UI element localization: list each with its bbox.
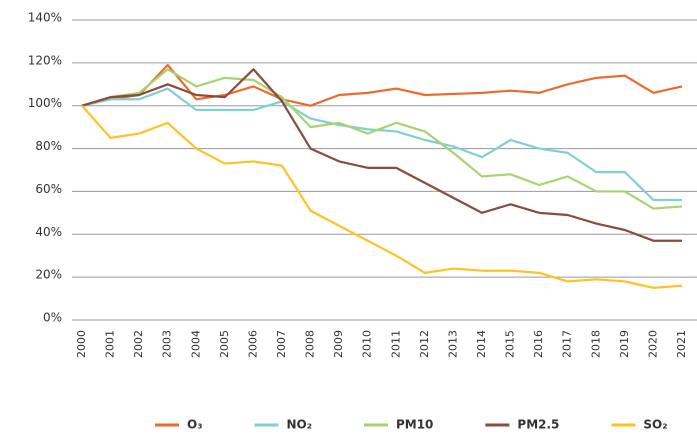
x-tick-label: 2017 <box>561 330 574 358</box>
x-tick-label: 2021 <box>675 330 688 358</box>
line-series <box>81 63 683 107</box>
x-tick-label: 2006 <box>246 330 259 358</box>
x-tick-label: 2003 <box>161 330 174 358</box>
x-tick-label: 2005 <box>218 330 231 358</box>
y-tick-label: 60% <box>35 182 62 196</box>
legend-label: NO₂ <box>286 418 312 432</box>
legend-label: PM10 <box>396 418 433 432</box>
x-tick-label: 2000 <box>75 330 88 358</box>
y-tick-label: 140% <box>28 11 62 25</box>
y-tick-label: 40% <box>35 225 62 239</box>
y-tick-label: 120% <box>28 53 62 67</box>
x-tick-label: 2001 <box>104 330 117 358</box>
line-series <box>81 104 683 289</box>
x-tick-label: 2002 <box>132 330 145 358</box>
y-tick-label: 0% <box>43 311 62 325</box>
line-series <box>81 68 683 210</box>
x-tick-label: 2013 <box>446 330 459 358</box>
x-tick-label: 2019 <box>618 330 631 358</box>
line-series <box>81 87 682 202</box>
legend-label: O₃ <box>187 418 202 432</box>
x-tick-label: 2018 <box>589 330 602 358</box>
x-tick-label: 2014 <box>475 330 488 358</box>
legend-label: SO₂ <box>643 418 667 432</box>
x-tick-label: 2012 <box>418 330 431 358</box>
x-tick-label: 2004 <box>189 330 202 358</box>
y-tick-label: 20% <box>35 268 62 282</box>
x-tick-label: 2010 <box>361 330 374 358</box>
x-tick-label: 2016 <box>532 330 545 358</box>
y-tick-label: 80% <box>35 139 62 153</box>
y-tick-label: 100% <box>28 96 62 110</box>
legend-label: PM2.5 <box>517 418 559 432</box>
x-tick-label: 2009 <box>332 330 345 358</box>
x-tick-label: 2020 <box>646 330 659 358</box>
x-tick-label: 2011 <box>389 330 402 358</box>
line-series <box>81 68 682 242</box>
x-tick-label: 2007 <box>275 330 288 358</box>
x-tick-label: 2008 <box>304 330 317 358</box>
x-tick-label: 2015 <box>504 330 517 358</box>
legend: O₃ NO₂ PM10 PM2.5 SO₂ <box>155 418 668 432</box>
